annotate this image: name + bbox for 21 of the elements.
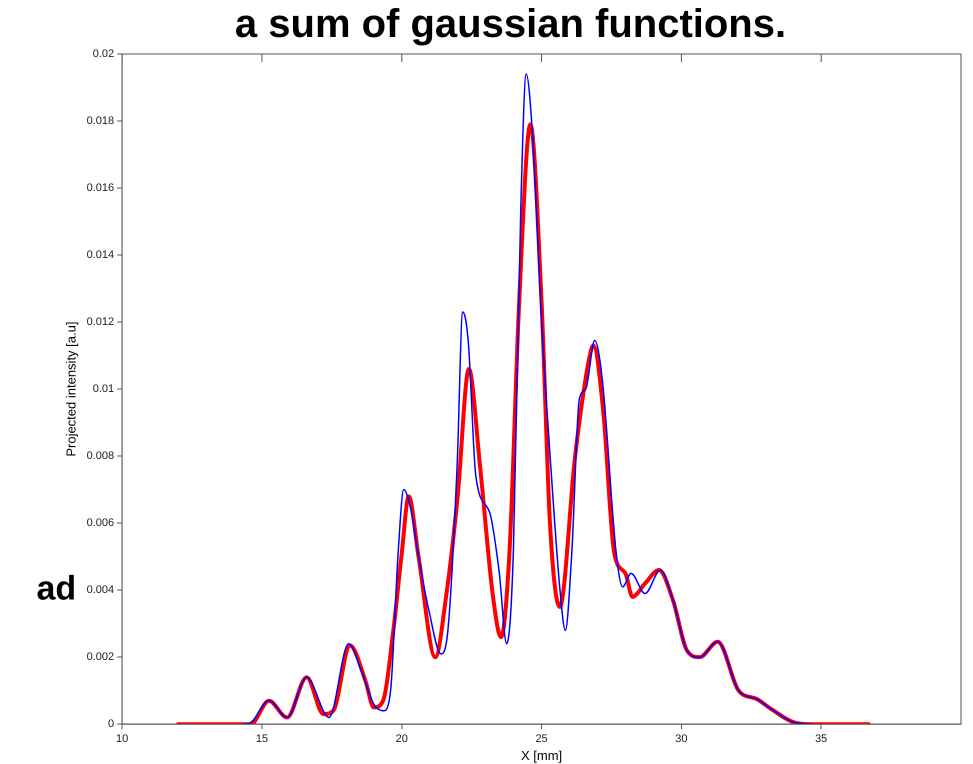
x-tick-label: 25 (535, 732, 548, 745)
x-tick-label: 20 (396, 732, 408, 745)
x-axis-title: X [mm] (520, 748, 562, 763)
y-tick-label: 0.01 (92, 383, 114, 396)
y-tick-label: 0.014 (86, 249, 114, 262)
y-tick-label: 0.016 (86, 182, 114, 194)
y-axis-title: Projected intensity [a.u] (63, 322, 78, 457)
x-tick-label: 35 (815, 732, 828, 745)
y-tick-label: 0.006 (86, 517, 114, 530)
y-tick-label: 0.004 (86, 584, 114, 596)
y-tick-label: 0.02 (92, 48, 114, 60)
text: ad (36, 570, 76, 608)
y-tick-label: 0.002 (86, 651, 114, 664)
x-tick-label: 15 (256, 732, 268, 745)
y-tick-label: 0.008 (86, 450, 114, 462)
chart-title: a sum of gaussian functions. (234, 2, 786, 46)
y-tick-label: 0.012 (86, 316, 114, 328)
x-tick-label: 10 (116, 732, 128, 745)
x-tick-label: 30 (675, 732, 688, 745)
y-tick-label: 0.018 (86, 115, 114, 128)
y-tick-label: 0 (108, 718, 114, 730)
